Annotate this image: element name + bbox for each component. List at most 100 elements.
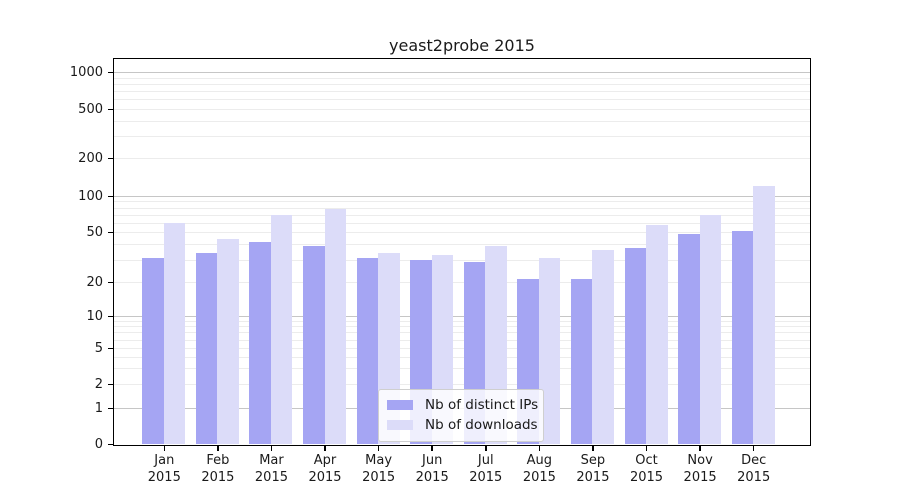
x-tick-year: 2015 [522,470,556,485]
y-tick-label: 200 [78,150,103,166]
bar-downloads-sep [592,249,614,444]
x-tick-month: May [365,453,393,468]
bar-downloads-apr [324,208,347,444]
bar-downloads-oct [646,225,668,444]
bar-distinct-ips-may [356,258,379,444]
legend-item: Nb of distinct IPs [385,395,539,415]
gridline-minor [114,356,810,358]
bar-distinct-ips-mar [249,241,271,444]
legend-swatch [387,400,413,410]
x-tick-month: Jul [477,453,494,468]
x-tick-mark [592,446,594,451]
y-tick-label: 1000 [69,64,103,80]
bar-distinct-ips-jan [142,258,164,444]
x-tick-month: Apr [313,453,337,468]
gridline-minor [114,109,810,110]
gridline-minor [114,259,810,261]
gridline-minor [114,326,810,328]
bar-downloads-nov [699,214,722,444]
bar-distinct-ips-sep [570,279,593,444]
y-tick-label: 5 [94,340,103,356]
x-tick-label: Oct 2015 [615,452,679,486]
x-tick-label: Aug 2015 [507,452,571,486]
bar-downloads-aug [538,258,561,444]
x-tick-label: Feb 2015 [186,452,250,486]
x-tick-year: 2015 [469,470,503,485]
y-tick-mark [108,231,113,234]
bar-downloads-dec [753,186,775,444]
gridline-minor [114,158,810,159]
y-tick-label: 1 [94,400,103,416]
legend: Nb of distinct IPs Nb of downloads [378,389,544,442]
gridline-major [114,196,810,197]
gridline-minor [114,244,810,246]
x-tick-month: Jun [422,453,443,468]
x-tick-mark [377,446,380,451]
y-tick-mark [108,108,113,111]
x-tick-mark [752,446,755,451]
x-tick-month: Oct [635,453,658,468]
x-tick-mark [324,446,326,451]
y-tick-mark [108,315,113,318]
gridline-minor [114,282,810,283]
gridline-minor [114,214,810,216]
y-tick-label: 500 [78,101,103,117]
x-tick-year: 2015 [683,470,717,485]
y-tick-mark [108,71,113,74]
x-tick-label: Nov 2015 [668,452,732,486]
x-tick-year: 2015 [201,470,235,485]
x-tick-month: Mar [259,453,284,468]
x-tick-label: Jul 2015 [454,452,518,486]
x-tick-year: 2015 [308,470,342,485]
y-tick-mark [108,195,113,198]
gridline-major [114,72,810,73]
x-tick-mark [217,446,219,451]
legend-label: Nb of downloads [425,417,538,433]
x-tick-label: Dec 2015 [722,452,786,486]
x-tick-mark [538,446,541,451]
x-tick-month: Dec [741,453,767,468]
x-tick-mark [699,446,701,451]
y-tick-label: 0 [94,436,103,452]
x-tick-year: 2015 [254,470,288,485]
chart-title: yeast2probe 2015 [389,36,535,55]
legend-item: Nb of downloads [385,415,538,435]
gridline-minor [114,207,810,209]
y-tick-mark [108,347,113,350]
x-tick-mark [431,446,433,451]
x-tick-month: Aug [526,453,553,468]
x-tick-year: 2015 [576,470,610,485]
gridline-minor [114,348,810,349]
y-tick-mark [108,157,113,160]
gridline-minor [114,368,810,370]
gridline-minor [114,332,810,334]
bar-distinct-ips-feb [195,253,218,444]
y-tick-label: 50 [86,224,103,240]
x-tick-month: Sep [580,453,606,468]
y-tick-label: 10 [86,308,103,324]
x-tick-year: 2015 [737,470,771,485]
gridline-minor [114,222,810,224]
bar-distinct-ips-dec [731,230,754,444]
gridline-minor [114,384,810,385]
legend-label: Nb of distinct IPs [425,397,539,413]
bar-downloads-jan [163,222,186,444]
bar-downloads-mar [270,214,293,444]
x-tick-label: Jun 2015 [400,452,464,486]
gridline-minor [114,91,810,93]
x-tick-mark [270,446,273,451]
x-tick-year: 2015 [362,470,396,485]
x-tick-year: 2015 [629,470,664,485]
bar-distinct-ips-nov [678,234,700,444]
gridline-minor [114,320,810,322]
gridline-minor [114,201,810,203]
gridline-minor [114,232,810,233]
gridline-minor [114,136,810,138]
y-tick-mark [108,281,113,284]
bar-distinct-ips-oct [624,248,647,444]
gridline-minor [114,83,810,85]
x-tick-month: Feb [206,453,230,468]
x-tick-mark [485,446,487,451]
bar-downloads-feb [217,238,239,444]
